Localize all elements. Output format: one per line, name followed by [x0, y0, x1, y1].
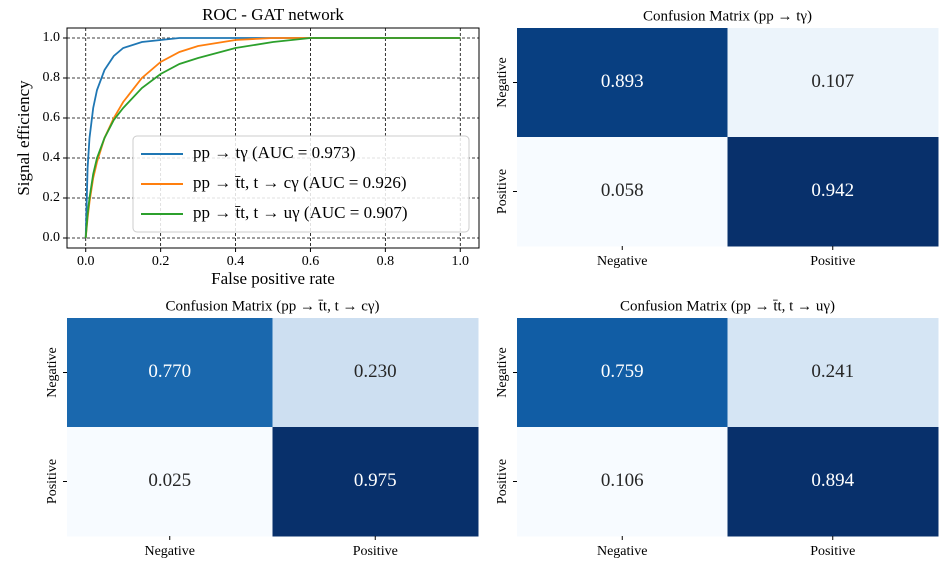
heatmap-cell	[67, 318, 273, 428]
cell-label: 0.894	[811, 470, 854, 491]
heatmap-cell	[517, 427, 728, 537]
heatmap-cell	[517, 318, 728, 428]
roc-curve	[84, 37, 461, 239]
x-tick-label: 0.2	[152, 254, 170, 269]
heatmap-cell	[727, 318, 939, 428]
y-tick-label: 1.0	[43, 30, 61, 45]
y-tick-label: Negative	[495, 57, 510, 108]
x-tick-label: 0.6	[302, 254, 320, 269]
cell-label: 0.893	[601, 71, 644, 92]
x-tick-label: Negative	[597, 544, 648, 559]
x-tick-label: 0.0	[77, 254, 95, 269]
cell-label: 0.975	[354, 470, 397, 491]
heatmap-cell	[272, 427, 479, 537]
cell-label: 0.230	[354, 361, 397, 382]
cell-label: 0.241	[811, 361, 854, 382]
y-tick-label: 0.2	[43, 190, 61, 205]
legend-box	[132, 135, 470, 233]
y-tick-label: 0.4	[43, 150, 61, 165]
cell-label: 0.770	[148, 361, 191, 382]
y-tick-label: Negative	[495, 347, 510, 398]
cell-label: 0.942	[811, 180, 854, 201]
y-axis-label: Signal efficiency	[14, 80, 33, 196]
y-tick-label: Positive	[495, 169, 510, 214]
y-tick-label: 0.6	[43, 110, 61, 125]
x-tick-label: Negative	[144, 544, 195, 559]
chart-title: Confusion Matrix (pp → t̄t, t → cγ)	[165, 298, 379, 314]
y-tick-label: Negative	[45, 347, 60, 398]
cell-label: 0.759	[601, 361, 644, 382]
legend-label: pp → tγ (AUC = 0.973)	[193, 143, 356, 162]
x-tick-label: Positive	[810, 544, 855, 559]
cell-label: 0.107	[811, 71, 854, 92]
heatmap-cell	[272, 318, 479, 428]
y-tick-label: Positive	[495, 459, 510, 504]
x-tick-label: Negative	[597, 254, 648, 269]
cell-label: 0.025	[148, 470, 191, 491]
y-tick-label: 0.8	[43, 70, 61, 85]
plot-frame	[66, 27, 480, 249]
heatmap-cell	[727, 137, 939, 247]
cell-label: 0.106	[601, 470, 644, 491]
chart-title: Confusion Matrix (pp → tγ)	[643, 8, 812, 24]
x-tick-label: 0.4	[227, 254, 245, 269]
chart-title: Confusion Matrix (pp → t̄t, t → uγ)	[620, 298, 835, 314]
chart-title: ROC - GAT network	[202, 5, 344, 24]
x-tick-label: Positive	[353, 544, 398, 559]
x-axis-label: False positive rate	[211, 269, 335, 288]
y-tick-label: Positive	[45, 459, 60, 504]
heatmap-cell	[67, 427, 273, 537]
heatmap-cell	[727, 427, 939, 537]
cell-label: 0.058	[601, 180, 644, 201]
heatmap-cell	[727, 28, 939, 138]
x-tick-label: 0.8	[377, 254, 395, 269]
legend-label: pp → t̄t, t → cγ (AUC = 0.926)	[193, 173, 407, 192]
heatmap-cell	[517, 137, 728, 247]
legend-label: pp → t̄t, t → uγ (AUC = 0.907)	[193, 203, 407, 222]
heatmap-cell	[517, 28, 728, 138]
x-tick-label: 1.0	[452, 254, 470, 269]
y-tick-label: 0.0	[43, 230, 61, 245]
x-tick-label: Positive	[810, 254, 855, 269]
